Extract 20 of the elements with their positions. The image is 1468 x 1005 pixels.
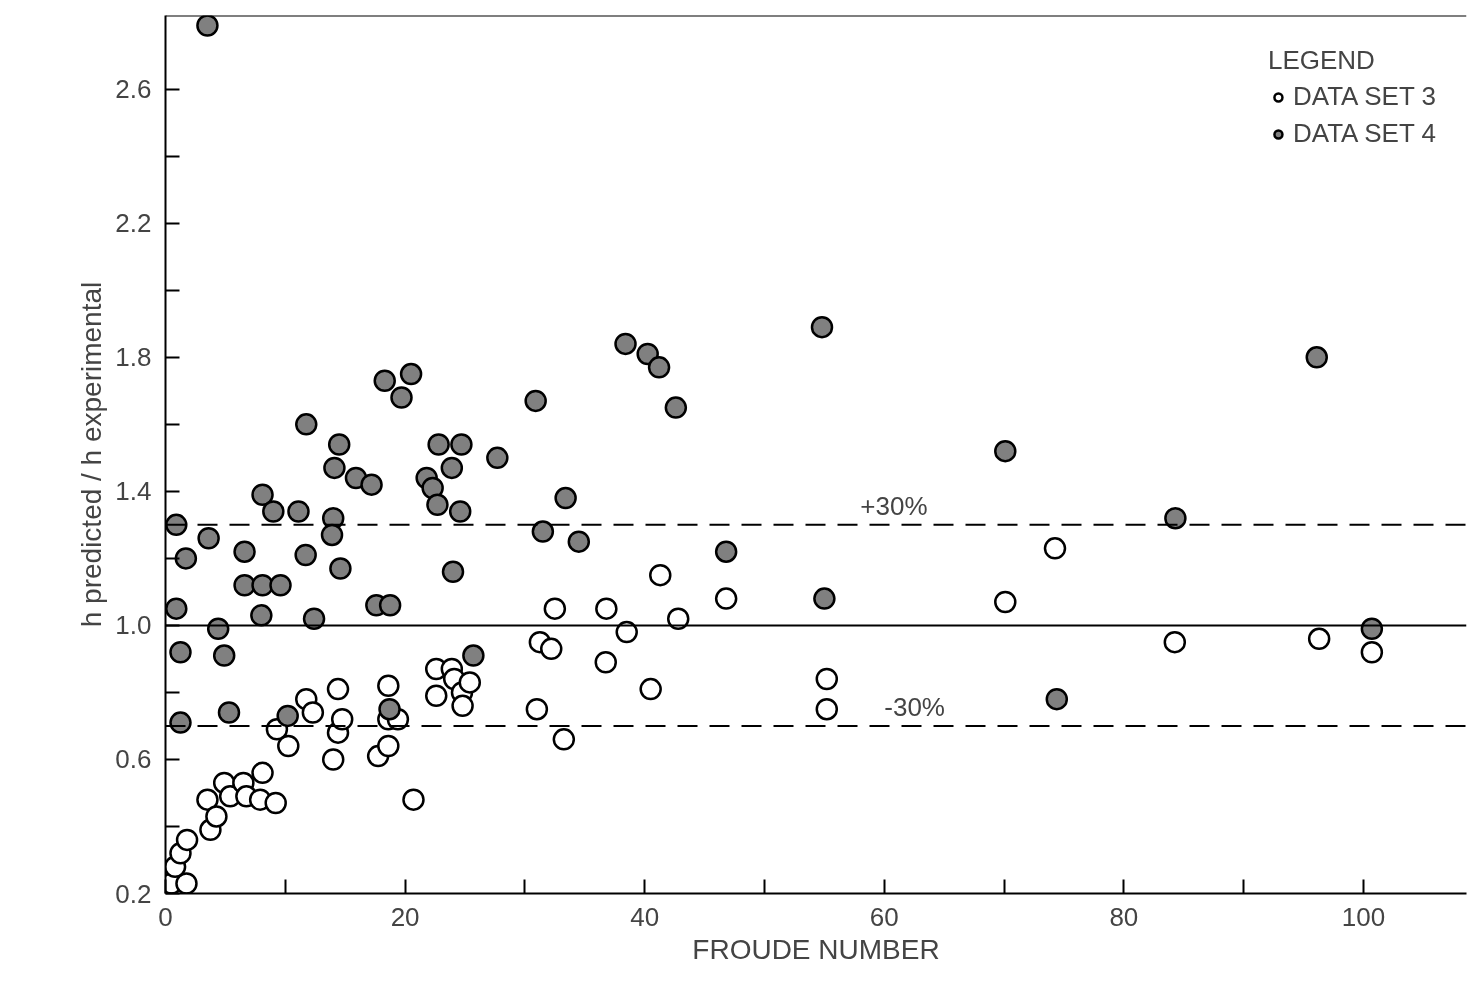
annotation: +30% — [860, 490, 928, 521]
y-axis-title: h predicted / h experimental — [76, 281, 108, 628]
x-tick-label: 80 — [1109, 901, 1139, 932]
x-tick-label: 20 — [390, 901, 420, 932]
x-tick-label: 60 — [869, 901, 899, 932]
y-tick-label: 2.2 — [115, 208, 152, 239]
y-tick-label: 0.6 — [115, 744, 152, 775]
x-axis-title: FROUDE NUMBER — [692, 933, 940, 965]
x-tick-label: 100 — [1341, 901, 1386, 932]
x-tick-label: 0 — [158, 901, 173, 932]
y-tick-label: 1.0 — [115, 610, 152, 641]
y-tick-label: 1.8 — [115, 342, 152, 373]
legend-label: DATA SET 3 — [1292, 81, 1436, 112]
annotation: -30% — [884, 691, 945, 722]
y-tick-label: 1.4 — [115, 476, 152, 507]
x-tick-label: 40 — [630, 901, 660, 932]
y-tick-label: 2.6 — [115, 74, 152, 105]
legend-title: LEGEND — [1267, 45, 1376, 76]
legend-label: DATA SET 4 — [1292, 118, 1436, 149]
y-tick-label: 0.2 — [115, 878, 152, 909]
